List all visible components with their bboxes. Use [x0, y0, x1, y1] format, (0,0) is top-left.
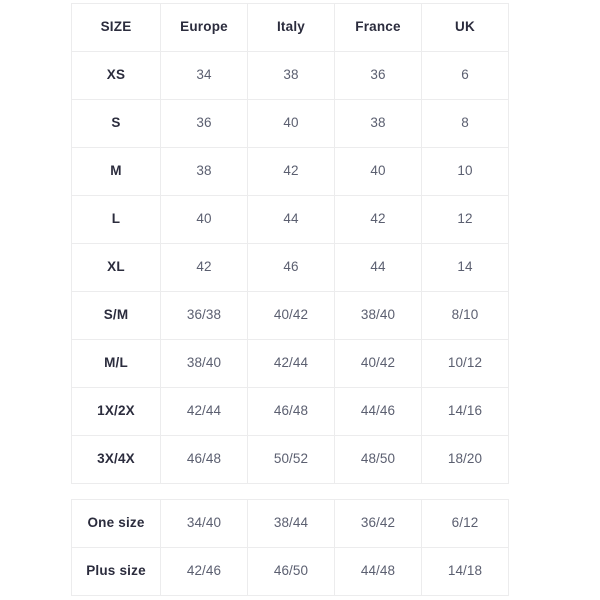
cell-l-italy: 44 — [247, 195, 335, 244]
cell-l-france: 42 — [334, 195, 422, 244]
cell-xs-uk: 6 — [421, 51, 509, 100]
cell-xl-europe: 42 — [160, 243, 248, 292]
cell-m-uk: 10 — [421, 147, 509, 196]
cell-xs-italy: 38 — [247, 51, 335, 100]
row-label-xl: XL — [71, 243, 161, 292]
table-body: One size 34/40 38/44 36/42 6/12 Plus siz… — [71, 499, 509, 596]
cell-xs-europe: 34 — [160, 51, 248, 100]
table-row: 3X/4X 46/48 50/52 48/50 18/20 — [71, 435, 509, 484]
size-conversion-table: SIZE Europe Italy France UK XS 34 38 36 … — [71, 3, 509, 484]
cell-s-uk: 8 — [421, 99, 509, 148]
cell-s-m-france: 38/40 — [334, 291, 422, 340]
row-label-m-l: M/L — [71, 339, 161, 388]
cell-m-europe: 38 — [160, 147, 248, 196]
table-row: One size 34/40 38/44 36/42 6/12 — [71, 499, 509, 548]
table-row: M 38 42 40 10 — [71, 147, 509, 196]
cell-s-france: 38 — [334, 99, 422, 148]
column-header-italy: Italy — [247, 3, 335, 52]
cell-s-m-europe: 36/38 — [160, 291, 248, 340]
row-label-l: L — [71, 195, 161, 244]
column-header-europe: Europe — [160, 3, 248, 52]
table-header: SIZE Europe Italy France UK — [71, 3, 509, 52]
cell-s-m-italy: 40/42 — [247, 291, 335, 340]
cell-one-size-france: 36/42 — [334, 499, 422, 548]
cell-l-uk: 12 — [421, 195, 509, 244]
cell-m-l-uk: 10/12 — [421, 339, 509, 388]
cell-s-europe: 36 — [160, 99, 248, 148]
cell-s-m-uk: 8/10 — [421, 291, 509, 340]
table-row: S 36 40 38 8 — [71, 99, 509, 148]
table-row: L 40 44 42 12 — [71, 195, 509, 244]
cell-m-italy: 42 — [247, 147, 335, 196]
cell-3x-4x-europe: 46/48 — [160, 435, 248, 484]
table-header-row: SIZE Europe Italy France UK — [71, 3, 509, 52]
cell-1x-2x-uk: 14/16 — [421, 387, 509, 436]
cell-1x-2x-europe: 42/44 — [160, 387, 248, 436]
cell-plus-size-uk: 14/18 — [421, 547, 509, 596]
table-row: 1X/2X 42/44 46/48 44/46 14/16 — [71, 387, 509, 436]
cell-xl-italy: 46 — [247, 243, 335, 292]
cell-m-l-europe: 38/40 — [160, 339, 248, 388]
cell-m-l-italy: 42/44 — [247, 339, 335, 388]
row-label-s: S — [71, 99, 161, 148]
cell-one-size-italy: 38/44 — [247, 499, 335, 548]
cell-1x-2x-italy: 46/48 — [247, 387, 335, 436]
row-label-1x-2x: 1X/2X — [71, 387, 161, 436]
column-header-size: SIZE — [71, 3, 161, 52]
table-row: XL 42 46 44 14 — [71, 243, 509, 292]
cell-one-size-uk: 6/12 — [421, 499, 509, 548]
cell-plus-size-italy: 46/50 — [247, 547, 335, 596]
cell-m-france: 40 — [334, 147, 422, 196]
cell-plus-size-europe: 42/46 — [160, 547, 248, 596]
row-label-m: M — [71, 147, 161, 196]
table-row: M/L 38/40 42/44 40/42 10/12 — [71, 339, 509, 388]
cell-l-europe: 40 — [160, 195, 248, 244]
cell-m-l-france: 40/42 — [334, 339, 422, 388]
column-header-france: France — [334, 3, 422, 52]
row-label-plus-size: Plus size — [71, 547, 161, 596]
table-row: S/M 36/38 40/42 38/40 8/10 — [71, 291, 509, 340]
cell-one-size-europe: 34/40 — [160, 499, 248, 548]
table-row: Plus size 42/46 46/50 44/48 14/18 — [71, 547, 509, 596]
cell-1x-2x-france: 44/46 — [334, 387, 422, 436]
row-label-xs: XS — [71, 51, 161, 100]
column-header-uk: UK — [421, 3, 509, 52]
one-size-plus-size-table: One size 34/40 38/44 36/42 6/12 Plus siz… — [71, 499, 509, 596]
row-label-3x-4x: 3X/4X — [71, 435, 161, 484]
cell-s-italy: 40 — [247, 99, 335, 148]
cell-3x-4x-italy: 50/52 — [247, 435, 335, 484]
cell-3x-4x-france: 48/50 — [334, 435, 422, 484]
row-label-one-size: One size — [71, 499, 161, 548]
cell-xl-uk: 14 — [421, 243, 509, 292]
table-row: XS 34 38 36 6 — [71, 51, 509, 100]
cell-xs-france: 36 — [334, 51, 422, 100]
cell-xl-france: 44 — [334, 243, 422, 292]
cell-3x-4x-uk: 18/20 — [421, 435, 509, 484]
table-body: XS 34 38 36 6 S 36 40 38 8 M 38 42 40 10 — [71, 51, 509, 484]
cell-plus-size-france: 44/48 — [334, 547, 422, 596]
row-label-s-m: S/M — [71, 291, 161, 340]
